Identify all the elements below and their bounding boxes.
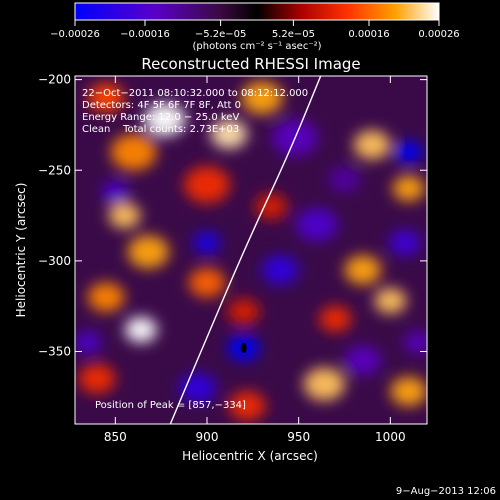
annotation-block: 22−Oct−2011 08:10:32.000 to 08:12:12.000… xyxy=(82,88,308,135)
y-tick-label: −250 xyxy=(38,163,71,177)
heatmap-blob xyxy=(210,119,248,149)
y-tick-label: −300 xyxy=(38,254,71,268)
heatmap-blob xyxy=(374,287,407,314)
plot-frame xyxy=(74,75,428,425)
colorbar-tick-label: −5.2e−05 xyxy=(195,29,247,40)
heatmap-blob xyxy=(353,130,391,160)
annotation-detectors: Detectors: 4F 5F 6F 7F 8F, Att 0 xyxy=(82,100,241,111)
peak-marker xyxy=(240,342,247,353)
heatmap-blob xyxy=(184,166,230,204)
x-tick-label: 900 xyxy=(196,430,219,444)
footer-timestamp: 9−Aug−2013 12:06 xyxy=(396,486,496,497)
colorbar-tick-label: −0.00016 xyxy=(120,29,170,40)
heatmap-blob xyxy=(390,376,427,407)
x-tick-label: 1000 xyxy=(375,430,406,444)
heatmap-layer xyxy=(75,81,427,421)
heatmap-blob xyxy=(328,166,361,193)
heatmap-blob xyxy=(229,391,266,421)
heatmap-blob xyxy=(392,175,425,202)
heatmap-blob xyxy=(75,331,102,354)
x-tick-label: 950 xyxy=(287,430,310,444)
heatmap-blob xyxy=(78,364,116,394)
heatmap-blob xyxy=(388,229,422,256)
heatmap-blob xyxy=(110,133,157,171)
heatmap-blob xyxy=(241,81,283,115)
heatmap-blob xyxy=(124,316,158,343)
heatmap-blob xyxy=(296,208,338,242)
heatmap-blob xyxy=(303,367,345,401)
colorbar-ticks: −0.00026 −0.00016 −5.2e−05 5.2e−05 0.00016 0.… xyxy=(50,20,460,40)
y-axis-label: Heliocentric Y (arcsec) xyxy=(14,183,28,318)
y-tick-label: −350 xyxy=(38,345,71,359)
heatmap-blob xyxy=(108,202,141,229)
peak-marker-layer xyxy=(240,342,247,353)
heatmap-blob xyxy=(87,282,125,312)
heatmap-blob xyxy=(144,103,186,136)
heatmap-blob xyxy=(344,345,382,376)
colorbar-tick-label: −0.00026 xyxy=(50,29,100,40)
heatmap-blob xyxy=(262,255,299,285)
y-tick-label: −200 xyxy=(38,73,71,87)
heatmap-blob xyxy=(227,298,260,325)
heatmap-blob xyxy=(101,181,130,203)
colorbar xyxy=(74,2,440,21)
x-axis-label: Heliocentric X (arcsec) xyxy=(182,449,318,463)
heatmap-blob xyxy=(87,83,125,113)
heatmap-blob xyxy=(404,331,427,354)
x-tick-label: 850 xyxy=(104,430,127,444)
axis-ticks: 850 900 950 1000 −200 −250 −300 −350 xyxy=(38,73,427,444)
annotation-time: 22−Oct−2011 08:10:32.000 to 08:12:12.000 xyxy=(82,88,308,99)
annotation-energy: Energy Range: 12.0 − 25.0 keV xyxy=(82,112,239,123)
heatmap-blob xyxy=(127,235,169,269)
colorbar-unit-label: (photons cm⁻² s⁻¹ asec⁻²) xyxy=(192,41,321,52)
heatmap-blob xyxy=(188,267,226,298)
heatmap-blob xyxy=(394,141,423,164)
annotation-counts: Clean Total counts: 2.73E+03 xyxy=(82,124,239,135)
heatmap-blob xyxy=(319,306,352,332)
heatmap-blob xyxy=(255,193,288,220)
chart-title: Reconstructed RHESSI Image xyxy=(141,55,360,73)
colorbar-tick-label: 0.00016 xyxy=(348,29,389,40)
colorbar-tick-label: 0.00026 xyxy=(418,29,459,40)
peak-position-label: Position of Peak = [857,−334] xyxy=(95,400,246,411)
colorbar-tick-label: 5.2e−05 xyxy=(272,29,315,40)
heatmap-blob xyxy=(193,231,221,254)
solar-limb-curve xyxy=(169,76,322,424)
heatmap-blob xyxy=(344,255,382,285)
